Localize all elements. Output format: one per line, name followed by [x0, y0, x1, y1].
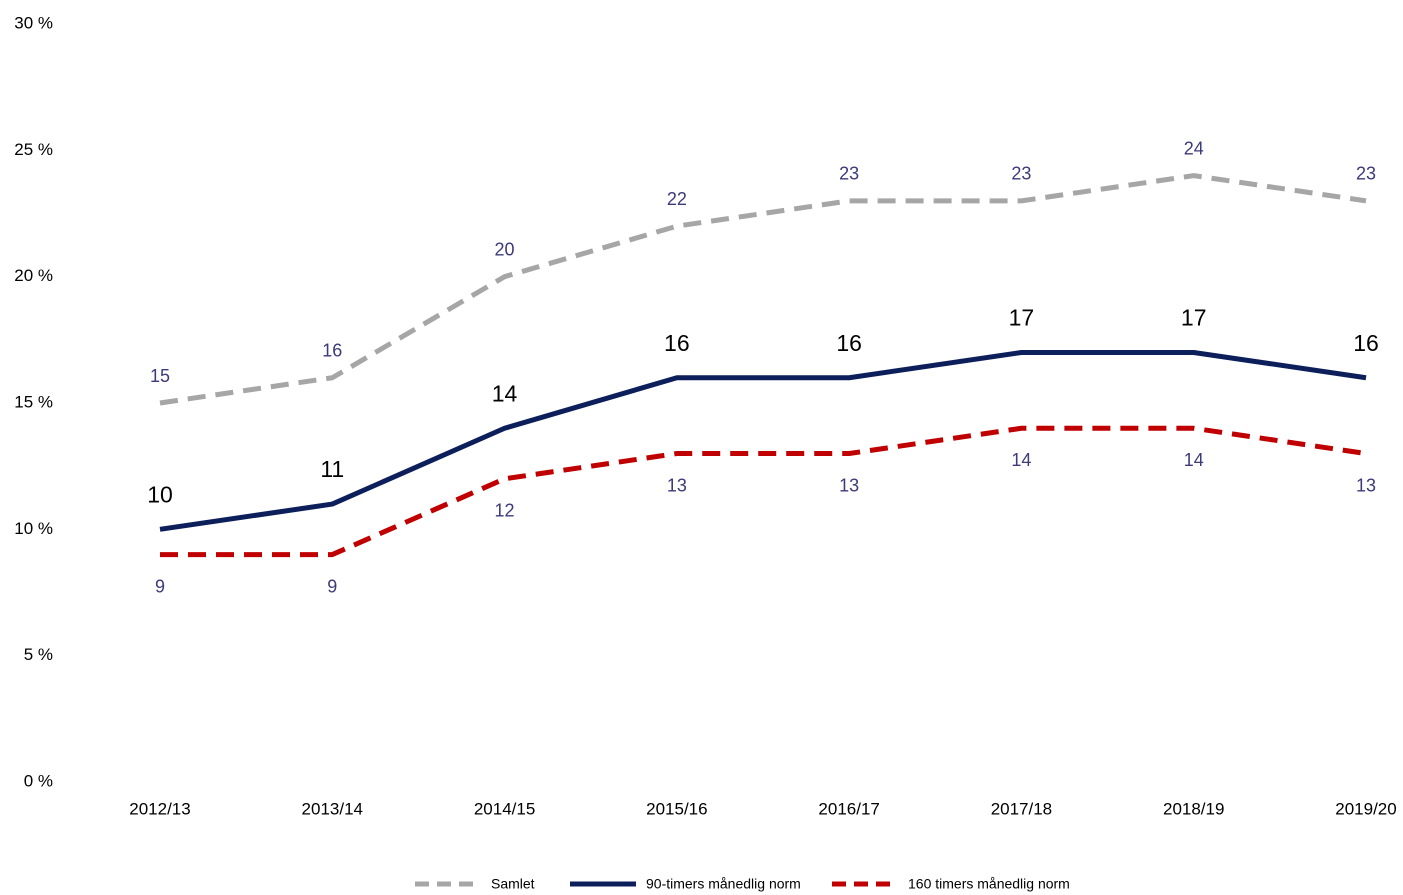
y-tick-label: 0 %: [24, 771, 53, 790]
data-label: 13: [1356, 475, 1376, 495]
x-tick-label: 2018/19: [1163, 799, 1224, 818]
data-label: 17: [1009, 305, 1035, 331]
x-tick-label: 2017/18: [991, 799, 1052, 818]
series-line: [160, 425, 1367, 558]
data-label: 14: [1184, 450, 1204, 470]
data-label: 13: [667, 475, 687, 495]
data-label: 11: [320, 456, 344, 482]
x-tick-label: 2019/20: [1335, 799, 1396, 818]
data-label: 13: [839, 475, 859, 495]
x-tick-label: 2014/15: [474, 799, 535, 818]
x-tick-label: 2012/13: [129, 799, 190, 818]
x-tick-label: 2013/14: [302, 799, 363, 818]
data-label: 14: [492, 380, 518, 406]
data-label: 12: [495, 501, 515, 521]
series-line: [159, 349, 1367, 532]
data-label: 23: [1011, 164, 1031, 184]
data-label: 16: [836, 330, 862, 356]
series-line: [159, 173, 1367, 406]
data-label: 23: [1356, 164, 1376, 184]
legend-label: 160 timers månedlig norm: [908, 876, 1070, 892]
legend-label: 90-timers månedlig norm: [646, 876, 801, 892]
y-tick-label: 20 %: [14, 266, 53, 285]
data-label: 16: [322, 340, 342, 360]
data-label: 15: [150, 366, 170, 386]
x-tick-label: 2016/17: [818, 799, 879, 818]
y-tick-label: 10 %: [14, 519, 53, 538]
legend-label: Samlet: [491, 876, 535, 892]
x-tick-label: 2015/16: [646, 799, 707, 818]
data-label: 9: [155, 576, 165, 596]
data-label: 16: [664, 330, 690, 356]
data-label: 20: [495, 239, 515, 259]
data-label: 24: [1184, 138, 1204, 158]
data-label: 14: [1011, 450, 1031, 470]
data-label: 10: [147, 481, 173, 507]
y-tick-label: 30 %: [14, 13, 53, 32]
y-tick-label: 25 %: [14, 140, 53, 159]
data-label: 23: [839, 164, 859, 184]
data-label: 22: [667, 189, 687, 209]
data-label: 16: [1353, 330, 1379, 356]
y-tick-label: 5 %: [24, 645, 53, 664]
y-tick-label: 15 %: [14, 392, 53, 411]
data-label: 17: [1181, 305, 1207, 331]
data-label: 9: [327, 576, 337, 596]
